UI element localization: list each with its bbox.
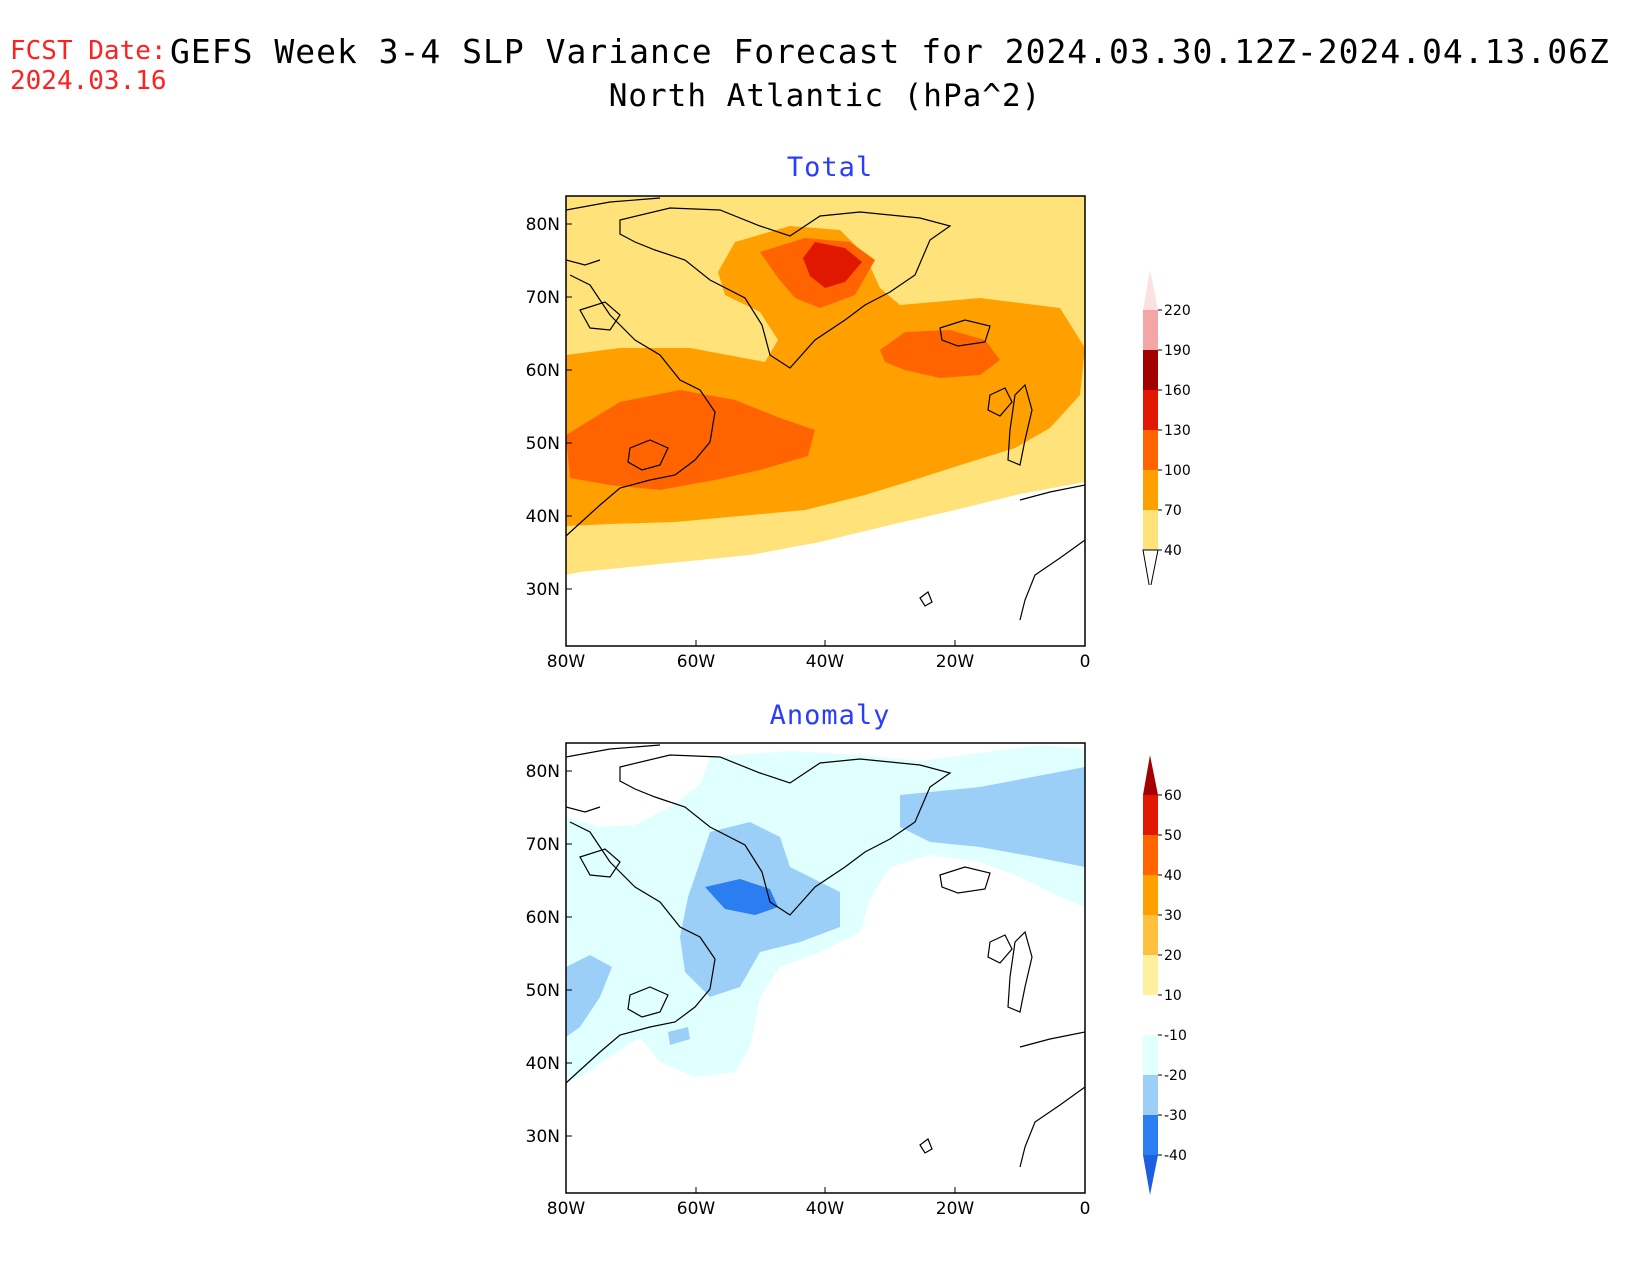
- anomaly-fill-minus20-minus30: [900, 767, 1085, 867]
- colorbar-swatch: [1143, 1115, 1158, 1155]
- colorbar-arrow-top: [1143, 270, 1158, 310]
- lon-tick-label: 0: [1080, 1199, 1091, 1219]
- lon-tick-label: 40W: [806, 1199, 845, 1219]
- colorbar-label: 10: [1164, 988, 1182, 1004]
- total-coastlines: [566, 197, 1085, 621]
- total-panel-title: Total: [786, 152, 874, 183]
- lon-tick-label: 60W: [677, 1199, 716, 1219]
- lat-tick-label: 40N: [526, 1054, 560, 1074]
- lon-tick-label: 80W: [547, 652, 586, 672]
- colorbar-swatch: [1143, 430, 1158, 470]
- anomaly-colorbar: 60 50 40 30 20 10 -10 -20 -30 -40: [1143, 755, 1187, 1195]
- colorbar-label: 50: [1164, 828, 1182, 844]
- colorbar-swatch: [1143, 875, 1158, 915]
- lat-tick-label: 70N: [526, 835, 560, 855]
- anomaly-coastlines: [566, 744, 1085, 1168]
- lon-tick-label: 60W: [677, 652, 716, 672]
- lat-tick-label: 80N: [526, 762, 560, 782]
- lat-tick-label: 60N: [526, 908, 560, 928]
- total-contour-fills: [566, 196, 1085, 646]
- colorbar-swatch: [1143, 995, 1158, 1035]
- lon-tick-label: 20W: [936, 1199, 975, 1219]
- anomaly-fill-minus20-minus30: [566, 955, 612, 1037]
- colorbar-swatch: [1143, 835, 1158, 875]
- anomaly-lat-axis: 80N 70N 60N 50N 40N 30N: [526, 762, 572, 1147]
- colorbar-label: -20: [1164, 1068, 1187, 1084]
- anomaly-panel-title: Anomaly: [769, 700, 891, 731]
- colorbar-swatch: [1143, 915, 1158, 955]
- total-lat-axis: 80N 70N 60N 50N 40N 30N: [526, 215, 572, 600]
- colorbar-label: 60: [1164, 788, 1182, 804]
- colorbar-label: 220: [1164, 303, 1191, 319]
- colorbar-label: 190: [1164, 343, 1191, 359]
- colorbar-label: -40: [1164, 1148, 1187, 1164]
- lat-tick-label: 30N: [526, 580, 560, 600]
- total-fill-100-130: [566, 390, 815, 490]
- colorbar-swatch: [1143, 510, 1158, 550]
- forecast-date-label: FCST Date:: [10, 36, 167, 66]
- lat-tick-label: 80N: [526, 215, 560, 235]
- anomaly-lon-axis: 80W 60W 40W 20W 0: [547, 1187, 1091, 1219]
- colorbar-arrow-bottom: [1142, 549, 1159, 585]
- lat-tick-label: 50N: [526, 981, 560, 1001]
- lat-tick-label: 60N: [526, 361, 560, 381]
- page-subtitle: North Atlantic (hPa^2): [608, 78, 1042, 114]
- anomaly-fill-minus20-minus30: [668, 1027, 690, 1045]
- total-map: 80N 70N 60N 50N 40N 30N 80W 60W 40W 20W …: [526, 195, 1091, 672]
- lat-tick-label: 50N: [526, 434, 560, 454]
- colorbar-swatch: [1143, 350, 1158, 390]
- lon-tick-label: 0: [1080, 652, 1091, 672]
- colorbar-label: -30: [1164, 1108, 1187, 1124]
- colorbar-label: 40: [1164, 543, 1182, 559]
- colorbar-swatch: [1143, 1035, 1158, 1075]
- page-title: GEFS Week 3-4 SLP Variance Forecast for …: [170, 32, 1610, 71]
- colorbar-label: 130: [1164, 423, 1191, 439]
- colorbar-label: 100: [1164, 463, 1191, 479]
- colorbar-swatch: [1143, 795, 1158, 835]
- colorbar-label: 20: [1164, 948, 1182, 964]
- colorbar-arrow-top: [1143, 755, 1158, 795]
- total-fill-100-130: [880, 330, 1000, 378]
- colorbar-label: 40: [1164, 868, 1182, 884]
- colorbar-swatch: [1143, 390, 1158, 430]
- total-fill-130-160: [803, 242, 862, 288]
- anomaly-map: 80N 70N 60N 50N 40N 30N 80W 60W 40W 20W …: [526, 742, 1091, 1219]
- lat-tick-label: 30N: [526, 1127, 560, 1147]
- colorbar-swatch: [1143, 1075, 1158, 1115]
- lon-tick-label: 40W: [806, 652, 845, 672]
- colorbar-swatch: [1143, 470, 1158, 510]
- colorbar-arrow-bottom: [1143, 1155, 1158, 1195]
- lon-tick-label: 80W: [547, 1199, 586, 1219]
- forecast-date-value: 2024.03.16: [10, 66, 167, 96]
- colorbar-swatch: [1143, 955, 1158, 995]
- colorbar-label: 160: [1164, 383, 1191, 399]
- colorbar-swatch: [1143, 310, 1158, 350]
- total-lon-axis: 80W 60W 40W 20W 0: [547, 640, 1091, 672]
- colorbar-label: 30: [1164, 908, 1182, 924]
- anomaly-contour-fills: [566, 743, 1085, 1193]
- total-colorbar: 220 190 160 130 100 70 40: [1142, 270, 1191, 585]
- lon-tick-label: 20W: [936, 652, 975, 672]
- colorbar-label: 70: [1164, 503, 1182, 519]
- anomaly-fill-minus30-minus40: [705, 879, 778, 915]
- colorbar-label: -10: [1164, 1028, 1187, 1044]
- lat-tick-label: 70N: [526, 288, 560, 308]
- lat-tick-label: 40N: [526, 507, 560, 527]
